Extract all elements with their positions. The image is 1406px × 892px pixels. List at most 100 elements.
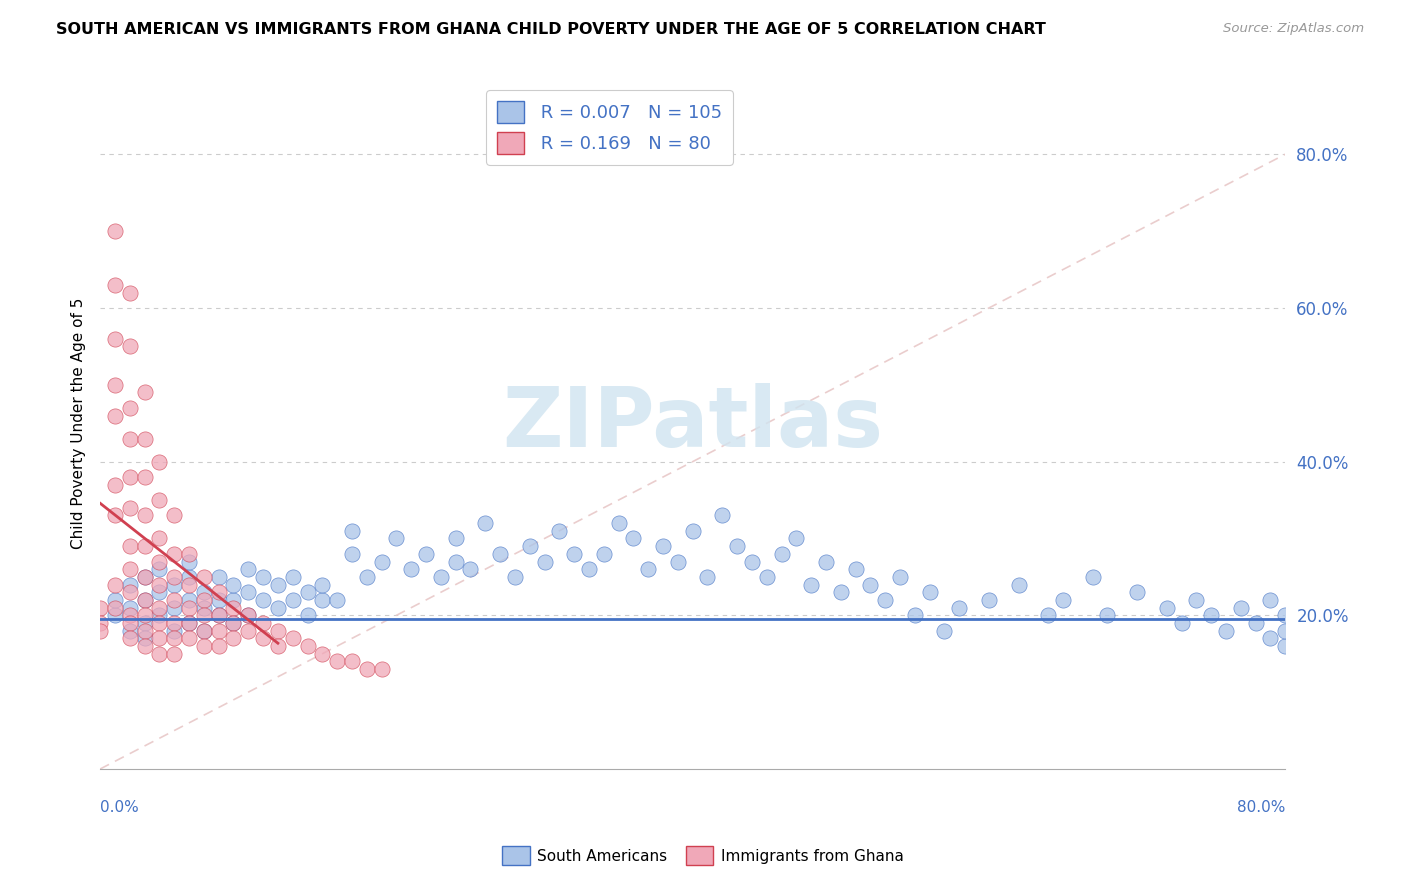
Point xyxy=(148,647,170,661)
Point xyxy=(134,570,156,584)
Point xyxy=(682,524,704,538)
Point xyxy=(326,655,349,669)
Point xyxy=(370,662,392,676)
Point xyxy=(163,570,186,584)
Point xyxy=(814,555,837,569)
Point xyxy=(193,624,215,638)
Point xyxy=(399,562,422,576)
Point xyxy=(281,632,304,646)
Point xyxy=(238,585,260,599)
Point xyxy=(118,401,141,415)
Point xyxy=(134,385,156,400)
Point xyxy=(785,532,807,546)
Point xyxy=(1097,608,1119,623)
Point xyxy=(1274,639,1296,653)
Point xyxy=(934,624,956,638)
Point xyxy=(281,570,304,584)
Point xyxy=(800,577,823,591)
Point xyxy=(281,593,304,607)
Point xyxy=(104,332,127,346)
Point xyxy=(666,555,689,569)
Point xyxy=(104,577,127,591)
Point xyxy=(548,524,571,538)
Point xyxy=(1007,577,1029,591)
Point xyxy=(193,585,215,599)
Point xyxy=(267,600,290,615)
Point xyxy=(208,639,231,653)
Point xyxy=(118,562,141,576)
Point xyxy=(104,409,127,423)
Point xyxy=(637,562,659,576)
Point xyxy=(104,277,127,292)
Point xyxy=(267,639,290,653)
Point xyxy=(222,615,245,630)
Point xyxy=(118,632,141,646)
Point xyxy=(267,624,290,638)
Point xyxy=(193,608,215,623)
Point xyxy=(163,508,186,523)
Point xyxy=(311,593,333,607)
Point xyxy=(134,593,156,607)
Point xyxy=(177,577,200,591)
Point xyxy=(311,647,333,661)
Point xyxy=(1244,615,1267,630)
Point xyxy=(118,585,141,599)
Point xyxy=(340,524,363,538)
Point xyxy=(148,493,170,508)
Point xyxy=(444,532,467,546)
Point xyxy=(1260,632,1282,646)
Point xyxy=(222,593,245,607)
Point xyxy=(340,655,363,669)
Point xyxy=(238,608,260,623)
Point xyxy=(208,608,231,623)
Point xyxy=(177,555,200,569)
Point xyxy=(148,615,170,630)
Point xyxy=(415,547,437,561)
Point xyxy=(444,555,467,569)
Y-axis label: Child Poverty Under the Age of 5: Child Poverty Under the Age of 5 xyxy=(72,298,86,549)
Point xyxy=(104,608,127,623)
Point xyxy=(193,624,215,638)
Point xyxy=(118,615,141,630)
Point xyxy=(904,608,927,623)
Point xyxy=(592,547,614,561)
Point xyxy=(118,600,141,615)
Point xyxy=(193,593,215,607)
Point xyxy=(134,593,156,607)
Legend: South Americans, Immigrants from Ghana: South Americans, Immigrants from Ghana xyxy=(496,840,910,871)
Point xyxy=(148,577,170,591)
Point xyxy=(1170,615,1192,630)
Point xyxy=(118,539,141,553)
Point xyxy=(875,593,897,607)
Point xyxy=(1185,593,1208,607)
Point xyxy=(177,615,200,630)
Point xyxy=(148,455,170,469)
Point xyxy=(652,539,675,553)
Point xyxy=(118,577,141,591)
Point xyxy=(562,547,585,561)
Point xyxy=(1199,608,1222,623)
Point xyxy=(222,615,245,630)
Point xyxy=(711,508,734,523)
Point xyxy=(845,562,868,576)
Point xyxy=(1274,624,1296,638)
Point xyxy=(311,577,333,591)
Point xyxy=(430,570,453,584)
Point xyxy=(725,539,748,553)
Point xyxy=(1274,608,1296,623)
Point xyxy=(134,615,156,630)
Point xyxy=(1081,570,1104,584)
Point xyxy=(118,432,141,446)
Point xyxy=(356,662,378,676)
Text: 0.0%: 0.0% xyxy=(100,799,139,814)
Point xyxy=(134,639,156,653)
Point xyxy=(208,593,231,607)
Point xyxy=(134,508,156,523)
Point xyxy=(104,508,127,523)
Point xyxy=(948,600,970,615)
Point xyxy=(118,608,141,623)
Point xyxy=(148,600,170,615)
Point xyxy=(222,600,245,615)
Text: ZIPatlas: ZIPatlas xyxy=(502,383,883,464)
Point xyxy=(238,624,260,638)
